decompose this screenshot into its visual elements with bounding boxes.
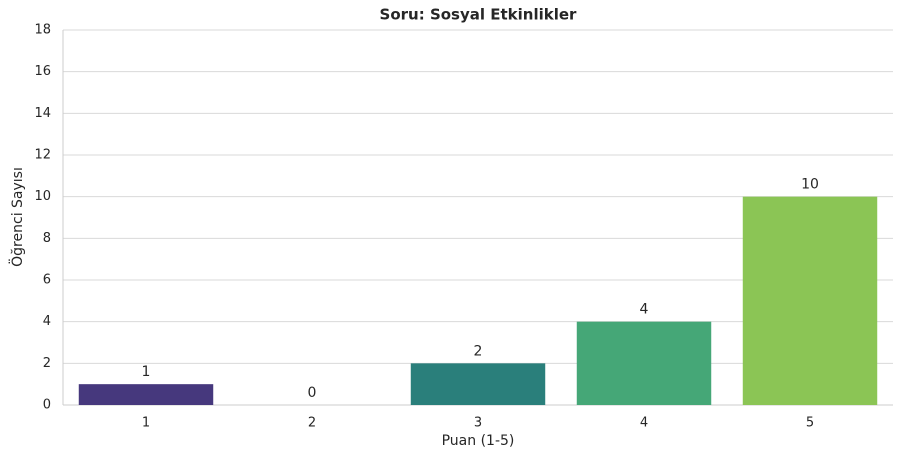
y-tick-label: 4 [43,314,51,329]
y-axis-label: Öğrenci Sayısı [8,167,26,267]
y-tick-label: 18 [34,23,51,38]
y-tick-label: 16 [34,64,51,79]
data-label: 4 [640,302,649,318]
y-tick-label: 12 [34,148,51,163]
data-label: 10 [801,177,819,193]
y-tick-label: 6 [43,273,51,288]
y-tick-label: 8 [43,231,51,246]
y-tick-label: 0 [43,398,51,413]
data-label: 0 [308,385,317,401]
y-tick-label: 10 [34,189,51,204]
bar [742,196,878,405]
y-tick-label: 14 [34,106,51,121]
x-tick-label: 4 [640,416,648,431]
x-tick-label: 3 [474,416,482,431]
bar [576,321,712,405]
chart-title: Soru: Sosyal Etkinlikler [380,6,577,24]
x-tick-label: 5 [806,416,814,431]
data-label: 1 [142,364,151,380]
x-tick-label: 1 [142,416,150,431]
data-label: 2 [474,343,483,359]
bar [410,363,546,405]
x-axis-label: Puan (1-5) [442,433,515,449]
y-tick-label: 2 [43,356,51,371]
bar [78,384,214,405]
x-tick-label: 2 [308,416,316,431]
